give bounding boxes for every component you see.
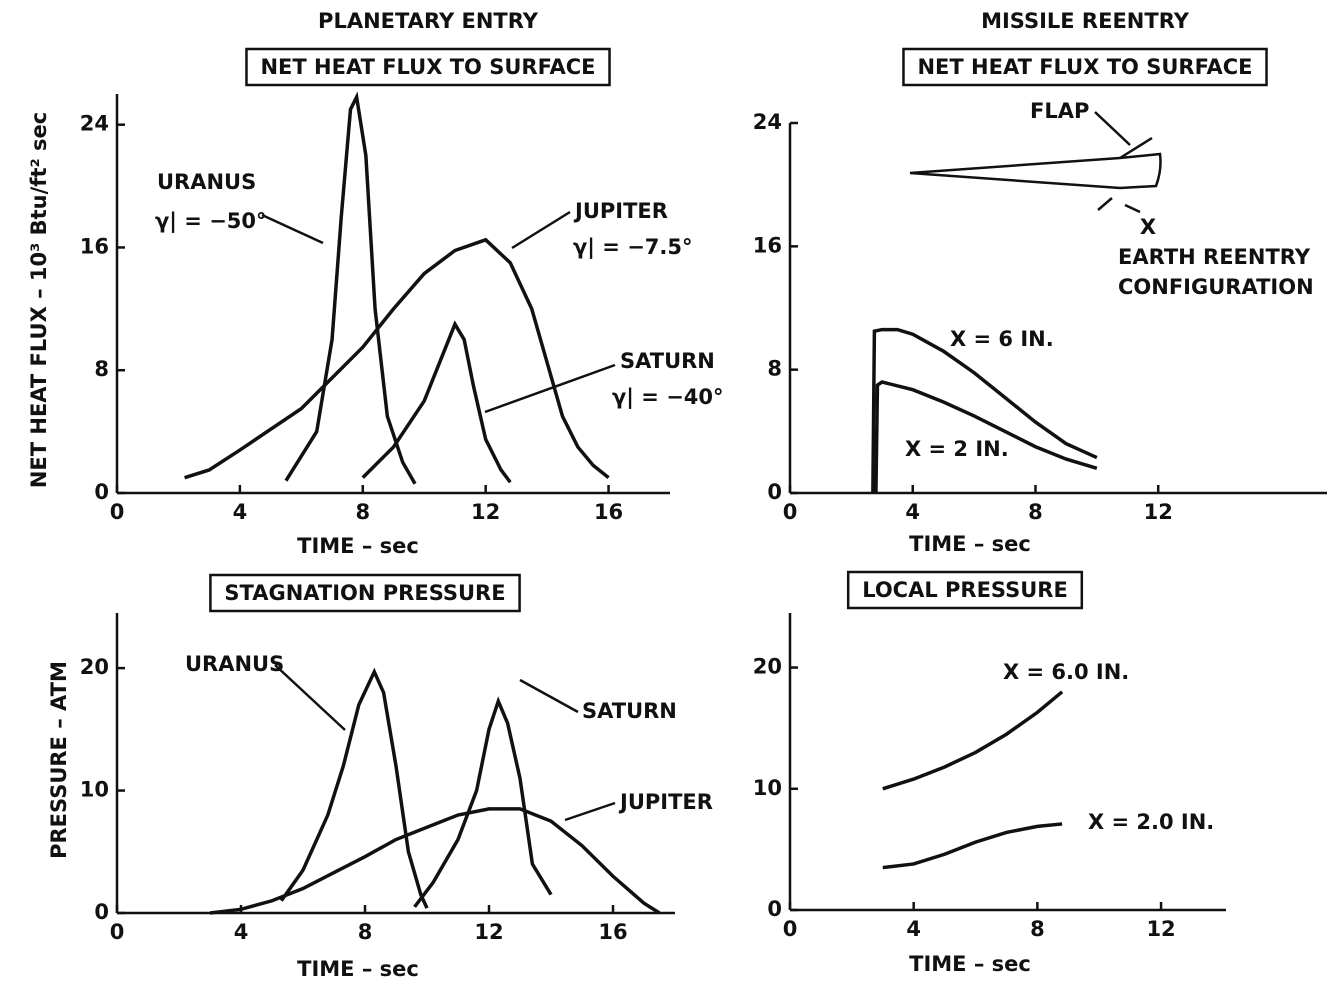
- y-tick-label: 0: [94, 900, 109, 924]
- series-label: URANUS: [157, 170, 256, 194]
- x-tick-label: 16: [594, 500, 623, 524]
- x-tick-label: 4: [906, 917, 921, 941]
- leader-line: [564, 801, 616, 822]
- series-line: [184, 237, 610, 480]
- y-axis-label: PRESSURE – ATM: [47, 661, 71, 859]
- y-tick-label: 24: [753, 110, 782, 134]
- x-tick-label: 0: [783, 500, 798, 524]
- series-label: URANUS: [185, 652, 284, 676]
- heading: PLANETARY ENTRY: [318, 9, 539, 33]
- y-tick-label: 8: [767, 357, 782, 381]
- annotation: FLAP: [1030, 99, 1089, 123]
- series-line: [284, 91, 417, 485]
- y-tick-label: 16: [80, 234, 109, 258]
- chart-title: STAGNATION PRESSURE: [224, 581, 505, 605]
- y-tick-label: 20: [753, 655, 782, 679]
- chart-title: LOCAL PRESSURE: [862, 578, 1068, 602]
- chart-title: NET HEAT FLUX TO SURFACE: [260, 55, 595, 79]
- heading: MISSILE REENTRY: [981, 9, 1190, 33]
- series-label: X = 6.0 IN.: [1003, 660, 1129, 684]
- x-tick-label: 12: [471, 500, 500, 524]
- y-tick-label: 0: [767, 897, 782, 921]
- y-tick-label: 16: [753, 233, 782, 257]
- x-axis-label: TIME – sec: [909, 952, 1031, 976]
- x-tick-label: 8: [1030, 917, 1045, 941]
- title-box: [902, 47, 1268, 87]
- annotation: γ| = −40°: [612, 385, 724, 410]
- x-tick-label: 12: [1144, 500, 1173, 524]
- leader-line: [274, 664, 346, 731]
- x-tick-label: 12: [1146, 917, 1175, 941]
- annotation: γ| = −50°: [155, 209, 267, 234]
- annotation: EARTH REENTRY: [1118, 245, 1311, 269]
- x-axis-label: TIME – sec: [297, 534, 419, 558]
- y-tick-label: 0: [94, 480, 109, 504]
- y-tick-label: 10: [753, 776, 782, 800]
- title-box: [245, 47, 611, 87]
- x-tick-label: 0: [110, 920, 125, 944]
- x-tick-label: 16: [598, 920, 627, 944]
- chart-title: NET HEAT FLUX TO SURFACE: [917, 55, 1252, 79]
- x-tick-label: 8: [1028, 500, 1043, 524]
- y-tick-label: 8: [94, 357, 109, 381]
- series-line: [361, 320, 512, 484]
- leader-line: [484, 363, 616, 414]
- leader-line: [519, 678, 579, 714]
- reentry-configuration: [909, 111, 1162, 214]
- series-line: [882, 822, 1063, 870]
- x-tick-label: 12: [474, 920, 503, 944]
- y-tick-label: 10: [80, 778, 109, 802]
- series-line: [413, 696, 553, 908]
- series-label: X = 2 IN.: [905, 437, 1009, 461]
- series-label: JUPITER: [618, 790, 713, 814]
- x-axis-label: TIME – sec: [909, 532, 1031, 556]
- y-tick-label: 24: [80, 112, 109, 136]
- series-label: SATURN: [582, 699, 677, 723]
- x-tick-label: 4: [905, 500, 920, 524]
- y-tick-label: 0: [767, 480, 782, 504]
- x-tick-label: 8: [355, 500, 370, 524]
- x-tick-label: 8: [358, 920, 373, 944]
- x-axis-label: TIME – sec: [297, 957, 419, 981]
- title-box: [846, 570, 1084, 610]
- series-label: X = 6 IN.: [950, 327, 1054, 351]
- leader-line: [511, 210, 571, 250]
- series-line: [882, 690, 1064, 791]
- title-box: [209, 573, 521, 613]
- x-tick-label: 0: [783, 917, 798, 941]
- series-line: [874, 380, 1098, 494]
- series-label: JUPITER: [573, 199, 668, 223]
- annotation: X: [1140, 215, 1156, 239]
- y-tick-label: 20: [80, 655, 109, 679]
- series-line: [209, 807, 661, 915]
- x-tick-label: 4: [233, 500, 248, 524]
- y-axis-label: NET HEAT FLUX – 10³ Btu/ft² sec: [27, 112, 51, 488]
- leader-line: [261, 213, 324, 245]
- annotation: γ| = −7.5°: [573, 235, 693, 260]
- series-line: [279, 667, 429, 909]
- series-label: SATURN: [620, 349, 715, 373]
- series-line: [871, 327, 1098, 494]
- x-tick-label: 4: [234, 920, 249, 944]
- annotation: CONFIGURATION: [1118, 275, 1314, 299]
- x-tick-label: 0: [110, 500, 125, 524]
- series-label: X = 2.0 IN.: [1088, 810, 1214, 834]
